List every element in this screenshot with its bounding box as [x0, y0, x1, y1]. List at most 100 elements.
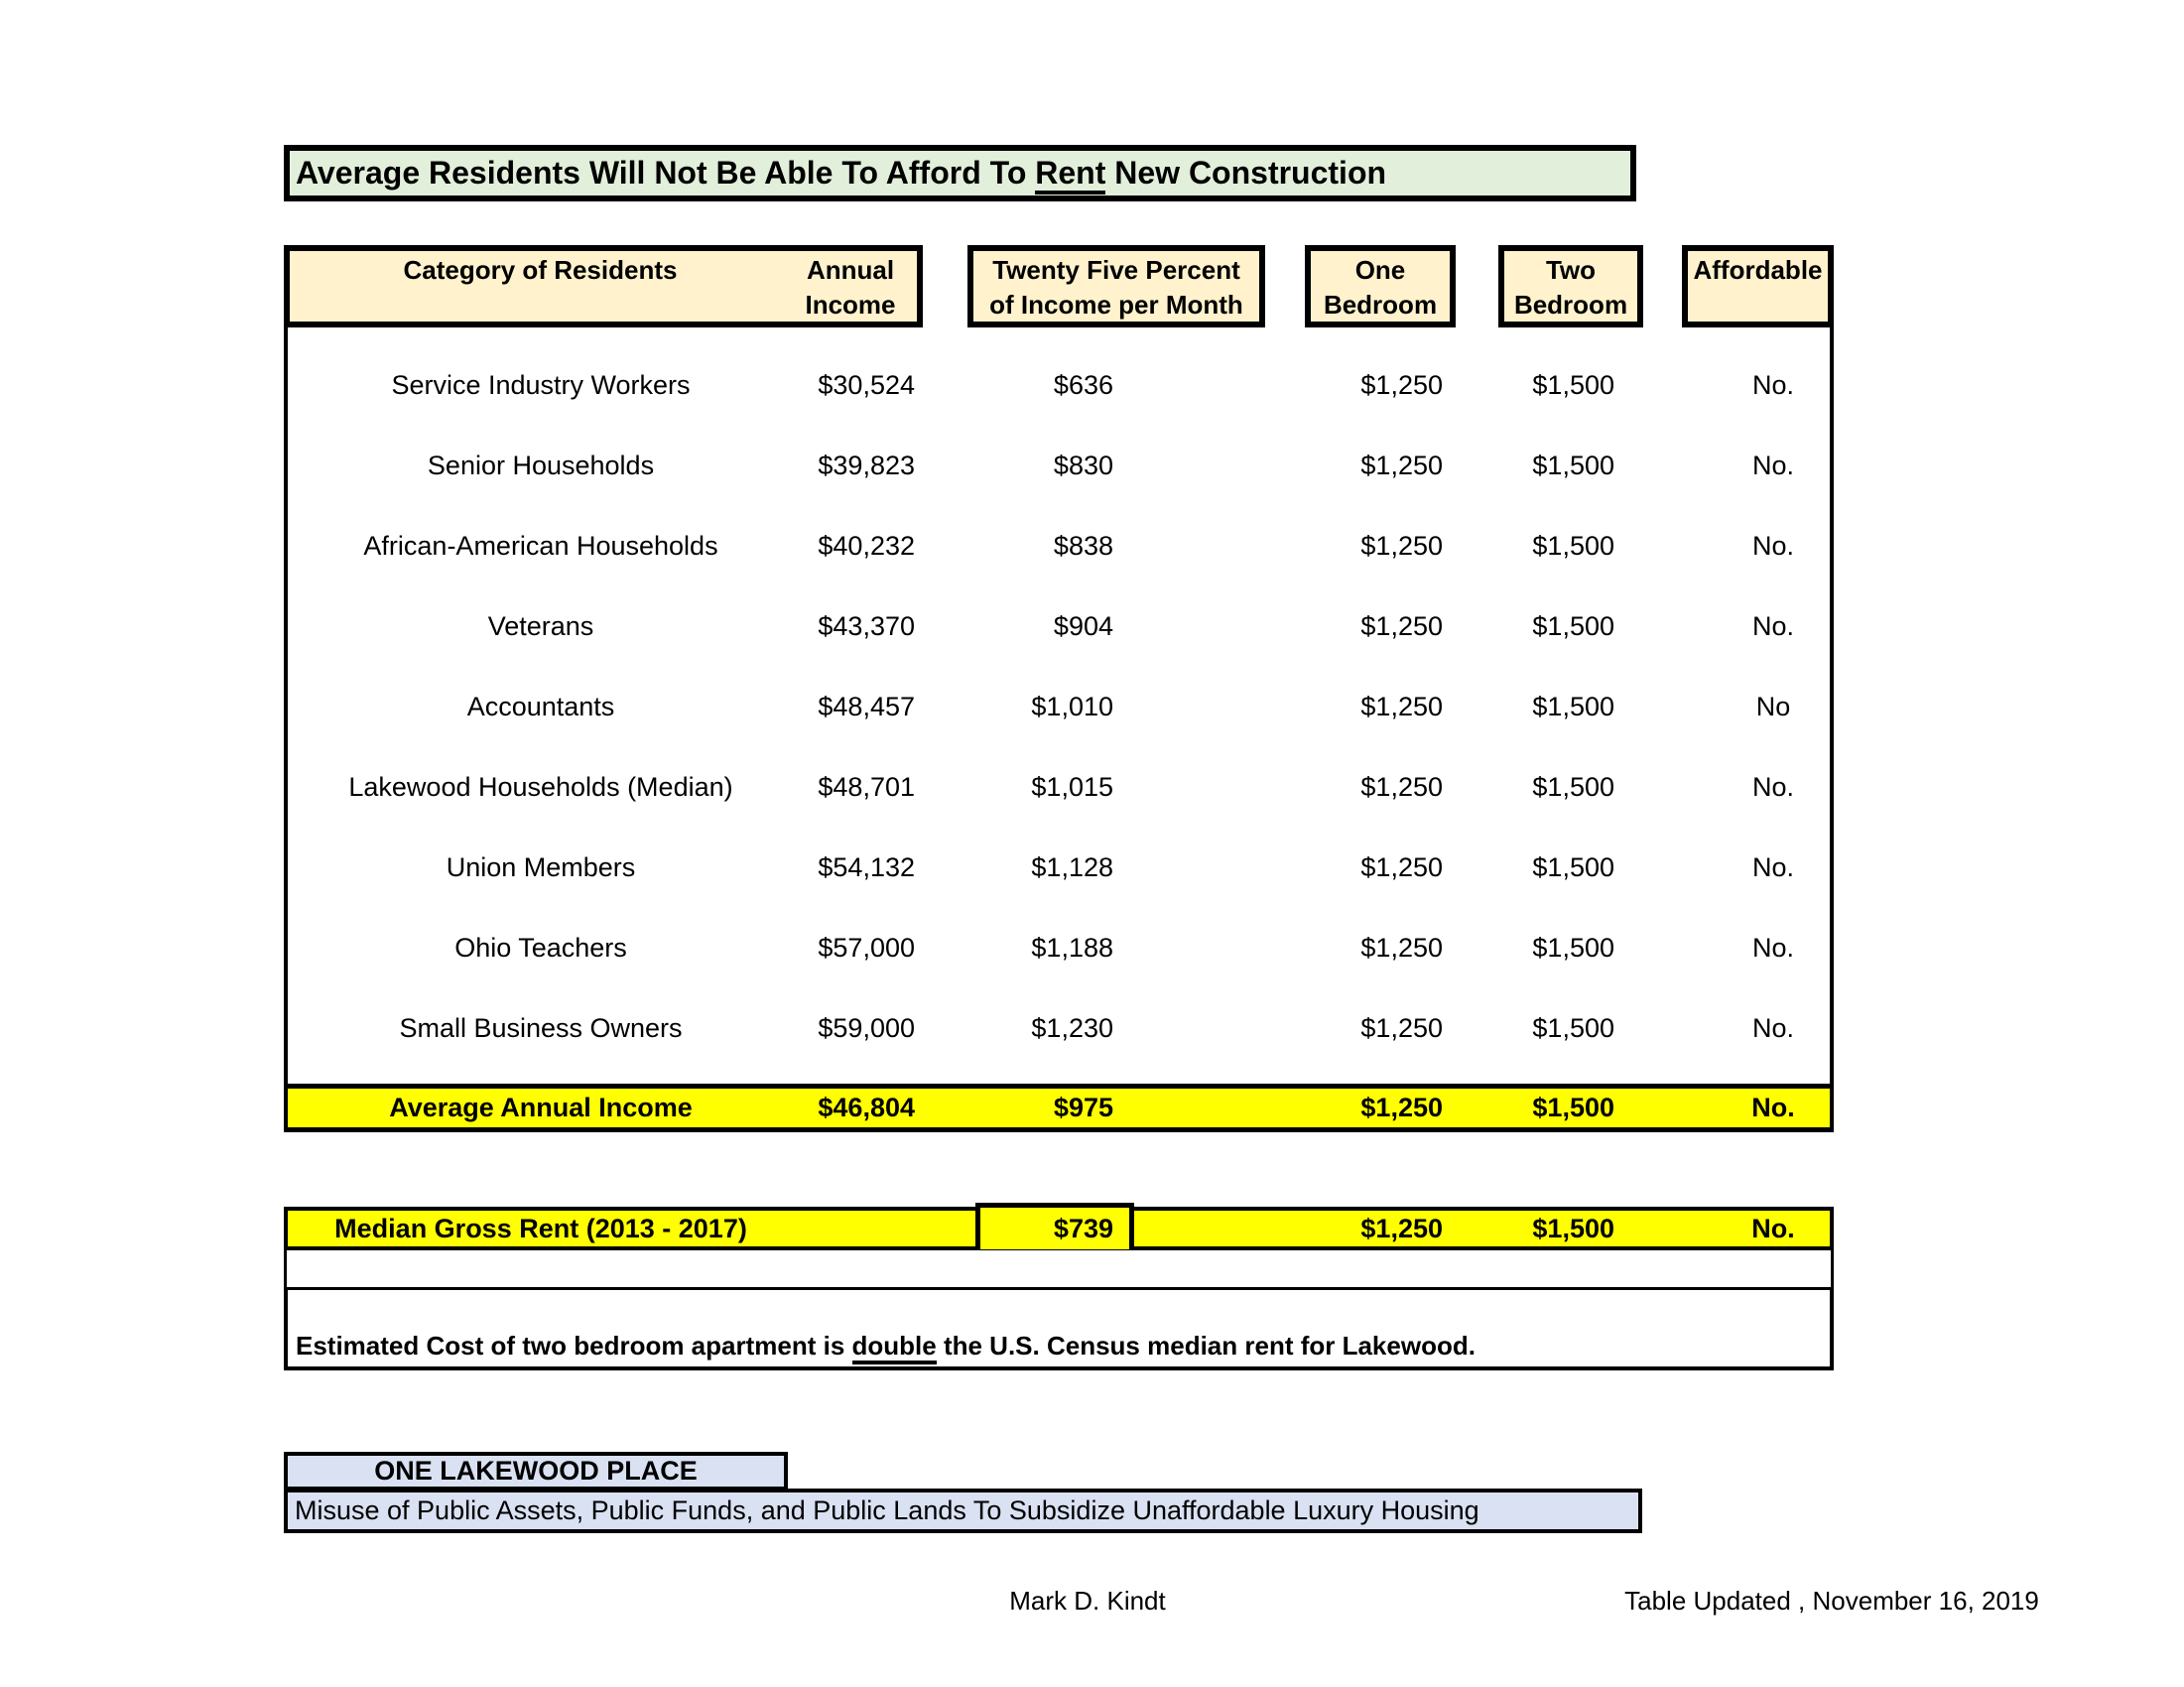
- cell-affordable: No.: [1751, 611, 1795, 641]
- cell-two-bedroom: $1,500: [1532, 531, 1614, 561]
- cell-25pct: $1,128: [1031, 852, 1113, 882]
- cell-annual-income: $54,132: [818, 852, 915, 882]
- cell-category: Service Industry Workers: [391, 370, 691, 400]
- note-underlined-word: double: [851, 1331, 937, 1364]
- cell-25pct: $1,015: [1031, 772, 1113, 802]
- cell-one-bedroom: $1,250: [1360, 1093, 1443, 1122]
- cell-two-bedroom: $1,500: [1532, 692, 1614, 721]
- table-row: Small Business Owners $59,000 $1,230 $1,250…: [288, 988, 1830, 1069]
- cell-one-bedroom: $1,250: [1360, 692, 1443, 721]
- cell-annual-income: $59,000: [818, 1013, 915, 1043]
- title-underlined-word: Rent: [1035, 155, 1106, 195]
- cell-two-bedroom: $1,500: [1532, 451, 1614, 480]
- header-one-bedroom: One Bedroom: [1305, 245, 1456, 327]
- cell-25pct: $636: [1053, 370, 1113, 400]
- table-row: Veterans $43,370 $904 $1,250 $1,500 No.: [288, 586, 1830, 667]
- cell-one-bedroom: $1,250: [1360, 531, 1443, 561]
- table-body: Service Industry Workers $30,524 $636 $1,25…: [284, 327, 1834, 1132]
- cell-two-bedroom: $1,500: [1532, 772, 1614, 802]
- cell-affordable: No.: [1751, 531, 1795, 561]
- cell-25pct: $838: [1053, 531, 1113, 561]
- cell-one-bedroom: $1,250: [1360, 1214, 1443, 1243]
- cell-two-bedroom: $1,500: [1532, 370, 1614, 400]
- cell-annual-income: $43,370: [818, 611, 915, 641]
- footer-author: Mark D. Kindt: [1009, 1586, 1166, 1616]
- cell-one-bedroom: $1,250: [1360, 611, 1443, 641]
- cell-two-bedroom: $1,500: [1532, 611, 1614, 641]
- table-row: Accountants $48,457 $1,010 $1,250 $1,500 No: [288, 667, 1830, 747]
- cell-affordable: No.: [1751, 933, 1795, 963]
- note-prefix: Estimated Cost of two bedroom apartment …: [296, 1331, 852, 1361]
- header-annual-income: Annual Income: [805, 255, 896, 320]
- cell-25pct: $904: [1053, 611, 1113, 641]
- footer-updated-date: Table Updated , November 16, 2019: [1624, 1586, 2039, 1616]
- table-row: Lakewood Households (Median) $48,701 $1,01…: [288, 747, 1830, 828]
- cell-category: Lakewood Households (Median): [348, 772, 733, 802]
- median-rent-row: Median Gross Rent (2013 - 2017) $739 $1,…: [284, 1203, 1834, 1254]
- cell-annual-income: $39,823: [818, 451, 915, 480]
- cell-affordable: No.: [1751, 370, 1795, 400]
- cell-two-bedroom: $1,500: [1532, 933, 1614, 963]
- cell-25pct: $1,188: [1031, 933, 1113, 963]
- cell-affordable: No.: [1751, 1013, 1795, 1043]
- title-text: Average Residents Will Not Be Able To Af…: [296, 155, 1387, 195]
- cell-annual-income: $48,701: [818, 772, 915, 802]
- cell-category: Average Annual Income: [389, 1093, 693, 1122]
- median-739-box: $739: [975, 1203, 1134, 1254]
- cell-annual-income: $46,804: [818, 1093, 915, 1122]
- cell-category: Accountants: [466, 692, 615, 721]
- cell-affordable: No.: [1751, 451, 1795, 480]
- cell-one-bedroom: $1,250: [1360, 852, 1443, 882]
- header-category-annual-box: Category of Residents Annual Income: [284, 245, 923, 327]
- header-affordable: Affordable: [1682, 245, 1834, 327]
- header-two-bedroom: Two Bedroom: [1498, 245, 1643, 327]
- cell-annual-income: $30,524: [818, 370, 915, 400]
- callout-subheading: Misuse of Public Assets, Public Funds, a…: [284, 1489, 1642, 1533]
- table-row: Union Members $54,132 $1,128 $1,250 $1,500 No…: [288, 828, 1830, 908]
- cell-25pct: $1,230: [1031, 1013, 1113, 1043]
- note-text: Estimated Cost of two bedroom apartment …: [296, 1331, 1476, 1364]
- average-row: Average Annual Income $46,804 $975 $1,25…: [288, 1084, 1830, 1127]
- table-row: Ohio Teachers $57,000 $1,188 $1,250 $1,500 No…: [288, 908, 1830, 988]
- cell-25pct: $1,010: [1031, 692, 1113, 721]
- table-rows: Service Industry Workers $30,524 $636 $1,25…: [288, 345, 1830, 1069]
- callout-heading: ONE LAKEWOOD PLACE: [284, 1452, 788, 1491]
- cell-affordable: No.: [1751, 852, 1795, 882]
- cell-category: Median Gross Rent (2013 - 2017): [334, 1214, 747, 1243]
- cell-one-bedroom: $1,250: [1360, 451, 1443, 480]
- cell-25pct: $830: [1053, 451, 1113, 480]
- header-25pct: Twenty Five Percent of Income per Month: [967, 245, 1265, 327]
- table-row: Senior Households $39,823 $830 $1,250 $1,500…: [288, 426, 1830, 506]
- cell-two-bedroom: $1,500: [1532, 1093, 1614, 1122]
- cell-one-bedroom: $1,250: [1360, 933, 1443, 963]
- cell-category: African-American Households: [363, 531, 718, 561]
- cell-affordable: No.: [1751, 1214, 1795, 1243]
- cell-affordable: No.: [1751, 1093, 1795, 1122]
- title-suffix: New Construction: [1105, 155, 1387, 191]
- table-row: Service Industry Workers $30,524 $636 $1,25…: [288, 345, 1830, 426]
- spacer-row: [284, 1250, 1834, 1290]
- cell-25pct: $975: [1053, 1093, 1113, 1122]
- cell-two-bedroom: $1,500: [1532, 852, 1614, 882]
- cell-affordable: No: [1755, 692, 1791, 721]
- cell-category: Small Business Owners: [399, 1013, 683, 1043]
- title-banner: Average Residents Will Not Be Able To Af…: [284, 145, 1636, 201]
- cell-two-bedroom: $1,500: [1532, 1013, 1614, 1043]
- cell-annual-income: $48,457: [818, 692, 915, 721]
- cell-one-bedroom: $1,250: [1360, 370, 1443, 400]
- title-prefix: Average Residents Will Not Be Able To Af…: [296, 155, 1036, 191]
- cell-one-bedroom: $1,250: [1360, 1013, 1443, 1043]
- cell-category: Ohio Teachers: [454, 933, 627, 963]
- cell-one-bedroom: $1,250: [1360, 772, 1443, 802]
- table-row: African-American Households $40,232 $838 $1…: [288, 506, 1830, 586]
- cell-category: Union Members: [446, 852, 636, 882]
- header-category: Category of Residents: [403, 255, 678, 285]
- cell-annual-income: $40,232: [818, 531, 915, 561]
- cell-annual-income: $57,000: [818, 933, 915, 963]
- note-row: Estimated Cost of two bedroom apartment …: [284, 1290, 1834, 1370]
- cell-category: Senior Households: [427, 451, 655, 480]
- cell-affordable: No.: [1751, 772, 1795, 802]
- cell-two-bedroom: $1,500: [1532, 1214, 1614, 1243]
- note-suffix: the U.S. Census median rent for Lakewood…: [936, 1331, 1476, 1361]
